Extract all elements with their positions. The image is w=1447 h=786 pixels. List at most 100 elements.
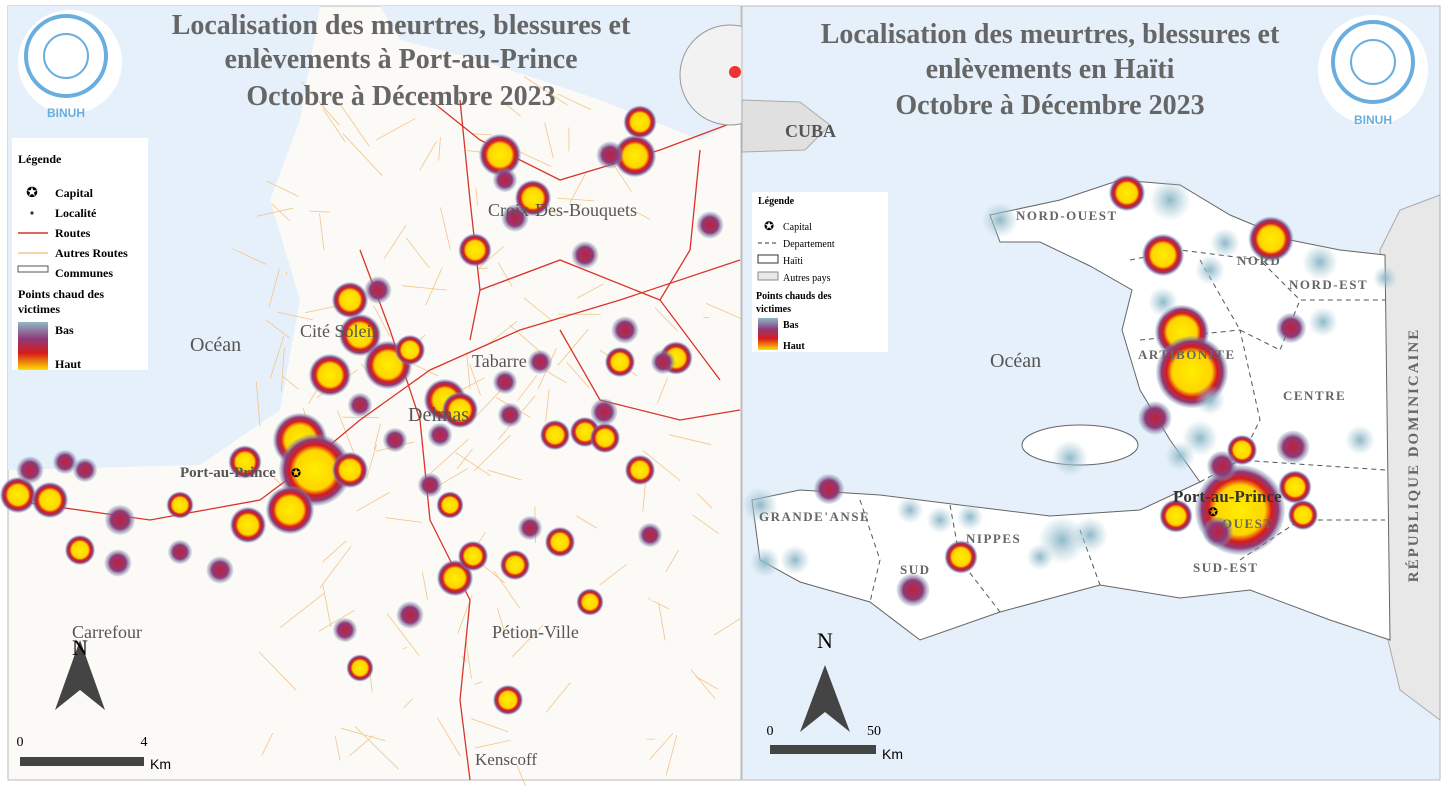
legend-high: Haut (55, 357, 81, 371)
hotspot (493, 370, 517, 394)
hotspot (1373, 266, 1397, 290)
hotspot (395, 335, 425, 365)
road (544, 122, 554, 158)
road (322, 584, 332, 627)
hotspot (750, 547, 780, 577)
road (647, 597, 652, 601)
road (373, 305, 391, 337)
hotspot (540, 420, 570, 450)
hotspot (696, 211, 724, 239)
road (342, 133, 383, 177)
road (425, 267, 443, 306)
place-label: Croix-Des-Bouquets (488, 200, 637, 220)
hotspot (590, 398, 618, 426)
hotspot (1227, 435, 1257, 465)
hotspot (814, 474, 844, 504)
map-title: Octobre à Décembre 2023 (895, 90, 1204, 121)
road (469, 363, 481, 396)
place-label: GRANDE'ANSE (759, 509, 870, 524)
capital-marker: ✪ (291, 466, 301, 480)
hotspot (418, 473, 442, 497)
hotspot (1207, 451, 1237, 481)
road (575, 515, 598, 529)
road (566, 361, 590, 388)
road (419, 140, 437, 171)
road (654, 307, 678, 332)
map-title: Localisation des meurtres, blessures et (821, 19, 1280, 50)
road (280, 347, 285, 392)
place-label: ARTIBONITE (1138, 347, 1236, 362)
legend-commune-swatch (17, 265, 49, 273)
place-label: NORD-OUEST (1016, 208, 1118, 223)
road (356, 491, 391, 512)
road (440, 207, 451, 250)
place-label: Port-au-Prince (180, 465, 276, 481)
road (487, 469, 522, 481)
place-label: Tabarre (472, 351, 527, 371)
road (322, 108, 346, 142)
hotspot (1142, 234, 1184, 276)
legend-heat-ramp (758, 318, 778, 350)
bay (380, 6, 740, 140)
legend-item: Capital (783, 222, 812, 233)
hotspot (596, 141, 624, 169)
road (545, 389, 550, 423)
road (569, 173, 586, 204)
hotspot (32, 482, 68, 518)
road (478, 267, 488, 270)
road (658, 603, 666, 641)
place-label: RÉPUBLIQUE DOMINICAINE (1405, 328, 1422, 582)
road (309, 210, 330, 213)
hotspot (442, 392, 478, 428)
hotspot (1276, 313, 1306, 343)
hotspot (396, 601, 424, 629)
road (523, 76, 568, 106)
hotspot (493, 685, 523, 715)
logo-label: BINUH (1354, 113, 1392, 127)
hotspot (1026, 543, 1054, 571)
hotspot (228, 445, 262, 479)
hotspot (1210, 228, 1240, 258)
hotspot (1072, 517, 1108, 553)
hotspot (500, 550, 530, 580)
road (523, 297, 553, 321)
hotspot (1052, 440, 1088, 476)
hotspot (332, 282, 368, 318)
road (695, 676, 719, 690)
hotspot (1248, 216, 1294, 262)
place-label: Port-au-Prince (1173, 487, 1282, 506)
road (375, 118, 416, 141)
road (498, 262, 513, 288)
scale-end: 4 (141, 735, 148, 750)
capital-marker: ✪ (1208, 505, 1218, 519)
road (656, 377, 669, 404)
legend-haiti-swatch (757, 254, 779, 264)
hotspot (1276, 430, 1310, 464)
logo-emblem (43, 33, 89, 79)
road (318, 609, 355, 632)
road (386, 613, 420, 657)
place-label: CUBA (785, 121, 836, 141)
hotspot (944, 540, 978, 574)
legend-item: Localité (55, 206, 97, 220)
legend-high: Haut (783, 341, 805, 352)
place-label: Kenscoff (475, 750, 537, 769)
road (366, 444, 377, 480)
hotspot (982, 202, 1018, 238)
hotspot (364, 276, 392, 304)
north-arrow (55, 640, 105, 710)
place-label: Océan (190, 334, 241, 356)
hotspot (479, 134, 521, 176)
road (437, 717, 461, 757)
road (383, 225, 407, 259)
hotspot (458, 233, 492, 267)
place-label: NORD (1237, 253, 1281, 268)
hotspot (498, 403, 522, 427)
road (265, 319, 291, 339)
hotspot (65, 535, 95, 565)
legend-item: Autres pays (783, 273, 831, 284)
road (669, 434, 712, 446)
road (405, 237, 430, 269)
globe-marker (729, 66, 741, 78)
hotspot (73, 458, 97, 482)
